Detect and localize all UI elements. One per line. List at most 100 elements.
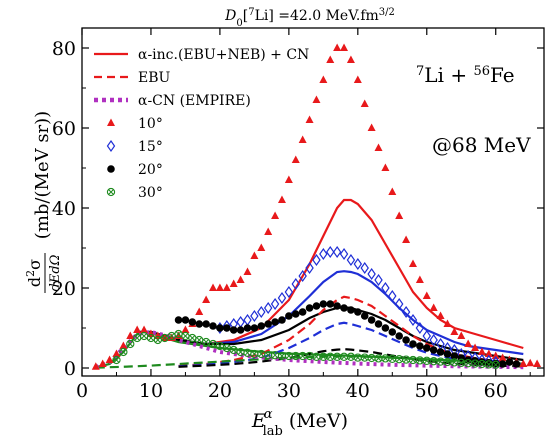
data-point <box>298 269 307 283</box>
legend-label: 20° <box>138 162 163 178</box>
data-point <box>188 318 197 326</box>
data-point <box>181 331 190 341</box>
legend-entry: α-CN (EMPIRE) <box>94 93 251 109</box>
data-point <box>471 343 480 351</box>
data-point <box>250 309 259 323</box>
axes: 0 10 20 30 40 50 60 0 20 40 60 80 <box>52 27 545 402</box>
data-point <box>353 257 363 271</box>
data-point <box>498 353 507 361</box>
data-point <box>264 227 273 235</box>
data-point <box>422 291 431 299</box>
data-point <box>305 115 314 123</box>
data-point <box>374 273 383 287</box>
legend-label: 15° <box>138 139 163 155</box>
data-point <box>105 355 114 363</box>
legend-marker <box>107 118 115 126</box>
data-point <box>181 316 190 324</box>
data-point <box>284 175 293 183</box>
data-point <box>491 360 500 369</box>
data-point <box>133 325 142 333</box>
data-point <box>354 308 362 316</box>
y-label-denominator: dEdΩ <box>48 254 63 291</box>
data-point <box>477 347 486 355</box>
data-point <box>243 267 252 275</box>
data-point <box>443 350 452 358</box>
data-point <box>374 354 383 363</box>
data-point <box>394 297 404 311</box>
legend-entry: EBU <box>94 70 171 86</box>
data-point <box>388 187 397 195</box>
data-point <box>257 243 266 251</box>
data-point <box>381 281 390 295</box>
data-point <box>277 195 286 203</box>
plot-area <box>91 43 542 370</box>
data-point <box>215 283 224 291</box>
data-point <box>367 267 376 281</box>
data-point <box>346 253 356 267</box>
data-point <box>140 325 149 333</box>
chart-title: D0[7Li] =42.0 MeV.fm3/2 <box>224 7 395 29</box>
y-axis-label: d2σ dEdΩ (mb/(MeV sr)) <box>24 111 63 293</box>
data-point <box>402 336 410 344</box>
x-tick-label: 50 <box>415 380 439 402</box>
data-point <box>367 123 376 131</box>
data-point <box>340 304 348 312</box>
data-point <box>284 285 294 299</box>
data-point <box>305 304 314 312</box>
y-tick-label: 20 <box>52 278 76 300</box>
data-point <box>277 291 287 305</box>
data-point <box>250 251 259 259</box>
series-points-1 <box>215 245 500 369</box>
data-point <box>326 300 335 308</box>
data-point <box>195 307 204 315</box>
data-point <box>285 312 293 320</box>
data-point <box>174 316 183 324</box>
data-point <box>243 313 252 327</box>
data-point <box>505 358 514 366</box>
legend-label: EBU <box>138 70 171 86</box>
data-point <box>312 253 321 267</box>
svg-text:d2σ: d2σ <box>24 259 45 287</box>
data-point <box>257 322 266 330</box>
data-point <box>326 245 335 259</box>
data-point <box>429 333 438 347</box>
data-point <box>491 351 500 359</box>
x-axis-label: Eα lab (MeV) <box>251 407 348 439</box>
data-point <box>415 275 424 283</box>
y-tick-label: 40 <box>52 198 76 220</box>
legend-entry: 20° <box>107 162 163 178</box>
data-point <box>360 99 369 107</box>
data-point <box>202 320 210 328</box>
data-point <box>443 319 452 327</box>
data-point <box>333 302 341 310</box>
legend-marker <box>107 165 115 173</box>
data-point <box>519 359 528 367</box>
data-point <box>416 342 424 350</box>
data-point <box>463 359 473 368</box>
data-point <box>381 163 390 171</box>
data-point <box>319 247 328 261</box>
legend-entry: α-inc.(EBU+NEB) + CN <box>94 47 309 63</box>
data-point <box>498 360 507 368</box>
data-point <box>139 331 149 341</box>
data-point <box>436 348 445 356</box>
data-point <box>408 313 418 327</box>
data-point <box>436 311 445 319</box>
data-point <box>464 339 473 347</box>
legend-marker <box>106 139 116 153</box>
data-point <box>533 359 542 367</box>
curve-dashed-4 <box>178 295 524 368</box>
data-point <box>422 329 432 343</box>
plot-frame <box>81 27 545 377</box>
data-point <box>236 326 245 334</box>
data-point <box>395 355 404 364</box>
legend-entry: 15° <box>106 139 163 155</box>
data-point <box>216 324 224 332</box>
y-label-numerator: d <box>25 277 44 287</box>
curve-solid-0 <box>137 198 524 350</box>
data-point <box>119 341 128 349</box>
data-point <box>333 43 342 51</box>
data-point <box>291 155 300 163</box>
data-point <box>263 301 273 315</box>
legend-label: α-inc.(EBU+NEB) + CN <box>138 47 309 63</box>
